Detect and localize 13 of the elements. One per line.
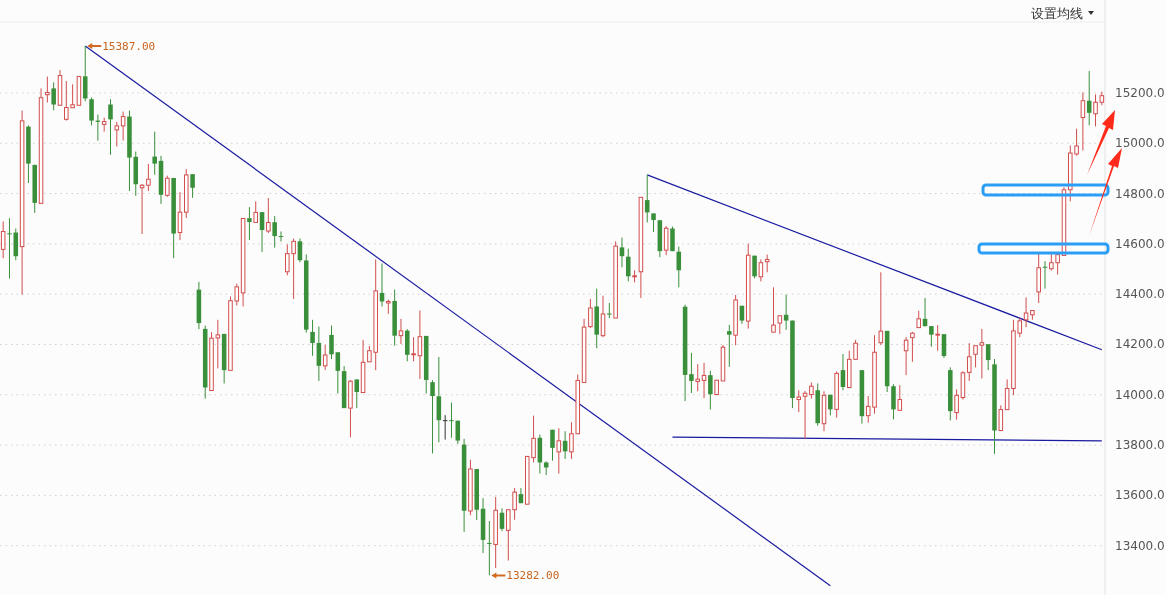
y-tick-label: 13800.0 — [1115, 438, 1165, 453]
y-tick-label: 13600.0 — [1115, 488, 1165, 503]
control: 设置均线 — [1031, 6, 1094, 21]
y-tick-label: 14600.0 — [1115, 236, 1165, 251]
annotation: 15387.00 — [102, 39, 156, 53]
y-tick-label: 14400.0 — [1115, 287, 1165, 302]
y-tick-label: 15200.0 — [1115, 85, 1165, 100]
y-tick-label: 14000.0 — [1115, 387, 1165, 402]
y-tick-label: 14800.0 — [1115, 186, 1165, 201]
y-tick-label: 13400.0 — [1115, 538, 1165, 553]
y-tick-label: 15000.0 — [1115, 136, 1165, 151]
y-tick-label: 14200.0 — [1115, 337, 1165, 352]
annotation: 13282.00 — [506, 569, 560, 583]
